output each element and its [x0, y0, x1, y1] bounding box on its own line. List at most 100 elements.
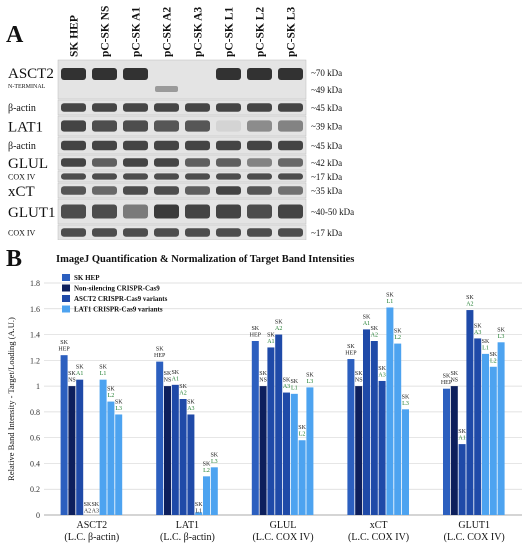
- blot-band: [278, 173, 303, 180]
- blot-band: [123, 140, 148, 151]
- bar-data-label: SK: [115, 399, 123, 405]
- blot-band: [154, 204, 179, 219]
- bar: [378, 380, 386, 515]
- bar: [115, 414, 123, 515]
- blot-band: [123, 103, 148, 112]
- bar-data-label: SK: [179, 384, 187, 390]
- blot-band: [123, 68, 148, 80]
- bar-data-label: SK: [363, 314, 371, 320]
- blot-band: [278, 103, 303, 112]
- bar-data-label: A1: [172, 376, 179, 382]
- blot-band: [155, 86, 178, 92]
- blot-band: [61, 103, 86, 112]
- blot-band: [61, 140, 86, 151]
- lane-label: pC-SK A3: [193, 7, 205, 57]
- bar-data-label: NS: [450, 378, 458, 384]
- blot-band: [247, 204, 272, 219]
- bar-data-label: SK: [210, 452, 218, 458]
- bar: [443, 388, 450, 515]
- bar-chart-panel: B ImageJ Quantification & Normalization o…: [0, 240, 527, 550]
- bar-data-label: SK: [347, 344, 355, 350]
- y-tick-label: 1.8: [30, 279, 40, 288]
- bar-data-label: HEP: [58, 347, 70, 353]
- bar: [466, 310, 474, 515]
- bar-data-label: HEP: [154, 353, 166, 359]
- bar-data-label: SK: [443, 374, 451, 380]
- blot-band: [216, 140, 241, 151]
- blot-band: [278, 204, 303, 219]
- bar-data-label: HEP: [441, 380, 453, 386]
- bar: [363, 329, 370, 515]
- bar-data-label: SK: [84, 502, 92, 508]
- bar-data-label: HEP: [250, 333, 262, 339]
- western-blot-panel: A SK HEP pC-SK NS pC-SK A1 pC-SK A2 pC-SK A3 p…: [0, 0, 527, 241]
- bar: [298, 440, 306, 515]
- x-category-label: xCT: [370, 520, 388, 531]
- bar-data-label: SK: [402, 394, 410, 400]
- blot-band: [123, 186, 148, 195]
- bar: [195, 512, 203, 515]
- blot-band: [154, 120, 179, 132]
- blot-strip: [57, 154, 307, 171]
- bar-data-label: A1: [363, 321, 370, 327]
- blot-band: [247, 173, 272, 180]
- blot-row-label: β-actin: [8, 141, 36, 152]
- bar-data-label: A1: [267, 339, 274, 345]
- blot-band: [154, 186, 179, 195]
- x-category-sublabel: (L.C. COX IV): [252, 532, 313, 543]
- lane-label: pC-SK NS: [100, 6, 112, 57]
- x-category-sublabel: (L.C. COX IV): [444, 532, 505, 543]
- bar-data-label: NS: [355, 378, 363, 384]
- legend-swatch: [62, 274, 70, 281]
- lane-label: pC-SK L2: [255, 7, 267, 57]
- legend-label: Non-silencing CRISPR-Cas9: [74, 285, 160, 293]
- bar: [267, 347, 275, 515]
- blot-band: [185, 173, 210, 180]
- x-category-label: GLUT1: [458, 520, 490, 531]
- bar-data-label: SK: [497, 327, 505, 333]
- blot-band: [92, 120, 117, 132]
- blot-band: [92, 103, 117, 112]
- blot-band: [92, 140, 117, 151]
- blot-row-sublabel: N-TERMINAL: [8, 84, 46, 90]
- bar-data-label: A2: [466, 302, 473, 308]
- legend-swatch: [62, 305, 70, 313]
- bar-data-label: L2: [394, 335, 401, 341]
- blot-band: [92, 158, 117, 167]
- blot-band: [216, 120, 241, 132]
- bar-data-label: L2: [490, 358, 497, 364]
- y-tick-label: 0.4: [30, 459, 40, 468]
- y-tick-label: 0.6: [30, 434, 40, 443]
- blot-band: [154, 173, 179, 180]
- bar-data-label: SK: [466, 295, 474, 301]
- bar: [306, 387, 314, 515]
- x-category-label: GLUL: [270, 520, 297, 531]
- blot-band: [278, 140, 303, 151]
- lane-label: pC-SK L3: [286, 7, 298, 57]
- chart-title: ImageJ Quantification & Normalization of…: [56, 254, 354, 265]
- bar-data-label: L1: [482, 345, 489, 351]
- bar: [497, 342, 505, 515]
- bar-data-label: A2: [84, 509, 91, 515]
- bar: [450, 386, 458, 515]
- bar-data-label: L1: [100, 371, 107, 377]
- blot-band: [61, 186, 86, 195]
- blot-band: [216, 68, 241, 80]
- blot-row-label: COX IV: [8, 228, 36, 237]
- bar: [370, 341, 378, 515]
- bar-data-label: SK: [60, 340, 68, 346]
- blot-band: [61, 204, 86, 219]
- bar-data-label: SK: [195, 502, 203, 508]
- panel-a-letter: A: [6, 22, 24, 48]
- bar: [179, 399, 187, 515]
- blot-strip: [57, 170, 307, 183]
- bar-data-label: SK: [298, 425, 306, 431]
- bar: [251, 341, 259, 515]
- bar-data-label: SK: [306, 372, 314, 378]
- bar-data-label: A1: [76, 371, 83, 377]
- blot-row-label: xCT: [8, 184, 35, 200]
- bar-data-label: L3: [498, 334, 505, 340]
- kda-marker: ~17 kDa: [311, 228, 342, 238]
- bar: [156, 361, 164, 515]
- y-tick-label: 1: [36, 382, 40, 391]
